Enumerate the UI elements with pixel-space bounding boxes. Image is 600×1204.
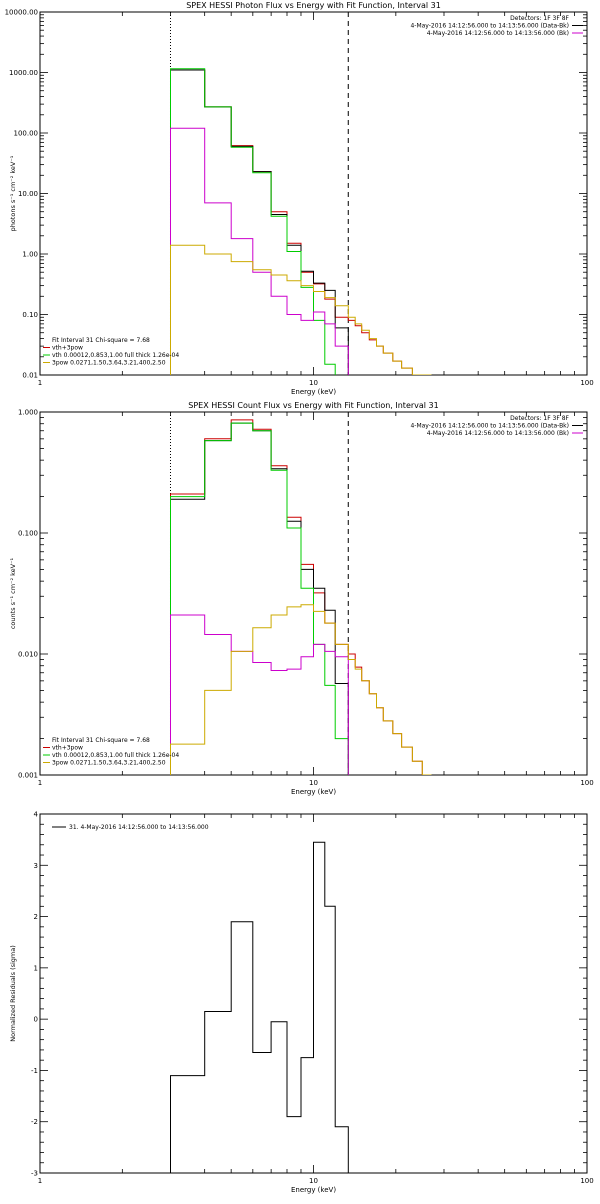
legend-bottom-entry: Fit Interval 31 Chi-square = 7.68 bbox=[52, 737, 150, 744]
y-tick-label: 4 bbox=[34, 811, 39, 819]
chart-panel-1: 1 10 100 0.01 0.10 1.00 10.00 100.00 1000.00 1000… bbox=[5, 1, 594, 396]
x-tick-label: 10 bbox=[309, 1177, 318, 1185]
y-tick-label: 10000.00 bbox=[5, 9, 38, 17]
x-tick-label: 100 bbox=[580, 379, 593, 387]
y-tick-label: 1.000 bbox=[18, 409, 38, 417]
chart-panel-3: 1 10 100 -3 -2 -1 0 1 2 3 4 Energy (keV) Normalized … bbox=[9, 811, 594, 1195]
series-line-3pow bbox=[170, 604, 432, 775]
series-line-data-bk bbox=[170, 422, 349, 775]
legend-top-entry: 4-May-2016 14:12:56.000 to 14:13:56.000 … bbox=[410, 23, 569, 30]
legend-bottom-entry: vth 0.00012,0.853,1.00 full thick 1.26e-… bbox=[52, 752, 179, 759]
y-tick-label: -3 bbox=[31, 1170, 38, 1178]
y-tick-label: 10.00 bbox=[18, 190, 38, 198]
y-tick-label: 100.00 bbox=[14, 130, 39, 138]
series-line-bk bbox=[170, 614, 349, 775]
x-tick-label: 100 bbox=[580, 779, 593, 787]
y-tick-label: -1 bbox=[31, 1067, 38, 1075]
y-tick-label: 1 bbox=[34, 964, 38, 972]
series-line-31-4-may-2016-14-12-56-000-to-14-13-56-000 bbox=[170, 841, 349, 1173]
x-tick-label: 10 bbox=[309, 779, 318, 787]
y-axis-label: photons s⁻¹ cm⁻² keV⁻¹ bbox=[9, 155, 17, 231]
x-axis-label: Energy (keV) bbox=[291, 788, 336, 796]
x-tick-label: 100 bbox=[580, 1177, 593, 1185]
x-axis-label: Energy (keV) bbox=[291, 1186, 336, 1194]
y-tick-label: 0.001 bbox=[18, 772, 38, 780]
legend-top-entry: 4-May-2016 14:12:56.000 to 14:13:56.000 … bbox=[427, 30, 569, 37]
y-axis-label: Normalized Residuals (sigma) bbox=[9, 945, 17, 1042]
y-tick-label: 0.100 bbox=[18, 530, 38, 538]
legend-bottom-entry: Fit Interval 31 Chi-square = 7.68 bbox=[52, 337, 150, 344]
series-line-vth-3pow bbox=[170, 69, 432, 375]
y-tick-label: 1000.00 bbox=[9, 69, 38, 77]
y-tick-label: 0 bbox=[34, 1016, 38, 1024]
y-tick-label: 3 bbox=[34, 862, 38, 870]
y-tick-label: 2 bbox=[34, 913, 38, 921]
x-tick-label: 1 bbox=[38, 1177, 42, 1185]
legend-top-entry: 31. 4-May-2016 14:12:56.000 to 14:13:56.… bbox=[69, 824, 209, 831]
legend-top-entry: Detectors: 1F 3F 8F bbox=[510, 15, 569, 22]
chart-title: SPEX HESSI Count Flux vs Energy with Fit… bbox=[188, 401, 439, 410]
chart-title: SPEX HESSI Photon Flux vs Energy with Fi… bbox=[186, 1, 441, 10]
x-tick-label: 1 bbox=[38, 379, 42, 387]
y-tick-label: 0.10 bbox=[22, 311, 38, 319]
series-group bbox=[170, 68, 432, 375]
y-tick-label: 1.00 bbox=[22, 251, 38, 259]
legend-top-entry: Detectors: 1F 3F 8F bbox=[510, 415, 569, 422]
y-tick-label: 0.010 bbox=[18, 651, 38, 659]
legend-bottom-entry: vth+3pow bbox=[52, 345, 83, 352]
x-tick-label: 10 bbox=[309, 379, 318, 387]
x-axis-label: Energy (keV) bbox=[291, 388, 336, 396]
legend-top-entry: 4-May-2016 14:12:56.000 to 14:13:56.000 … bbox=[410, 423, 569, 430]
legend-top-entry: 4-May-2016 14:12:56.000 to 14:13:56.000 … bbox=[427, 430, 569, 437]
series-line-3pow bbox=[170, 244, 432, 375]
x-tick-label: 1 bbox=[38, 779, 42, 787]
y-tick-label: -2 bbox=[31, 1118, 38, 1126]
legend-bottom-entry: 3pow 0.0271,1.50,3.64,3.21,400,2.50 bbox=[52, 760, 166, 767]
legend-bottom-entry: vth 0.00012,0.853,1.00 full thick 1.26e-… bbox=[52, 352, 179, 359]
chart-panel-2: 1 10 100 0.001 0.010 0.100 1.000 SPEX HESSI Cou… bbox=[9, 401, 594, 796]
y-tick-label: 0.01 bbox=[22, 372, 38, 380]
series-group bbox=[170, 419, 432, 775]
legend-bottom-entry: 3pow 0.0271,1.50,3.64,3.21,400,2.50 bbox=[52, 360, 166, 367]
series-line-vth bbox=[170, 68, 349, 375]
series-line-vth bbox=[170, 422, 349, 775]
y-axis-label: counts s⁻¹ cm⁻² keV⁻¹ bbox=[9, 557, 17, 629]
legend-bottom-entry: vth+3pow bbox=[52, 745, 83, 752]
series-group bbox=[170, 841, 349, 1173]
series-line-data-bk bbox=[170, 69, 349, 375]
series-line-bk bbox=[170, 127, 349, 375]
